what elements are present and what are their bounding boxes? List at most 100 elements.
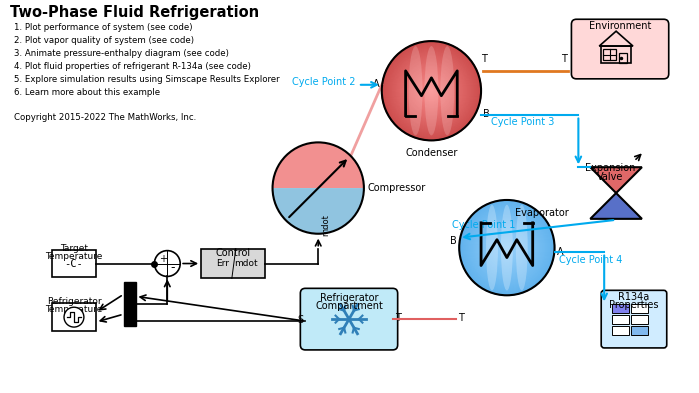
Circle shape [405,65,457,117]
Circle shape [395,54,468,127]
Text: B: B [450,236,457,246]
Circle shape [415,75,447,107]
FancyBboxPatch shape [301,288,398,350]
Circle shape [504,245,510,251]
Circle shape [398,57,465,125]
Text: Two-Phase Fluid Refrigeration: Two-Phase Fluid Refrigeration [10,6,259,20]
Circle shape [154,251,180,276]
Text: Control: Control [215,248,250,258]
Circle shape [393,52,470,129]
Circle shape [469,210,545,285]
Circle shape [398,58,464,123]
Text: 4. Plot fluid properties of refrigerant R-134a (see code): 4. Plot fluid properties of refrigerant … [15,62,251,71]
Circle shape [464,205,549,290]
Circle shape [417,77,445,105]
Circle shape [495,236,519,259]
Text: Refrigerator: Refrigerator [47,297,101,306]
Circle shape [409,68,454,114]
FancyBboxPatch shape [571,19,669,79]
Circle shape [405,64,459,118]
Bar [612,315,629,324]
Circle shape [459,200,554,295]
Text: Environment: Environment [589,21,651,31]
Circle shape [408,67,455,115]
Text: T: T [481,54,487,64]
Circle shape [412,71,452,110]
Text: Valve: Valve [597,172,624,182]
Bar [631,326,648,335]
Text: 5. Explore simulation results using Simscape Results Explorer: 5. Explore simulation results using Sims… [15,75,280,84]
Circle shape [506,247,508,249]
Text: B: B [483,108,490,119]
Text: Expansion: Expansion [585,163,635,173]
Text: Cycle Point 3: Cycle Point 3 [491,117,554,127]
Text: Cycle Point 4: Cycle Point 4 [559,255,622,264]
Circle shape [414,73,449,108]
Circle shape [466,207,547,288]
Circle shape [384,43,479,138]
Circle shape [388,47,475,134]
Text: Cycle Point 1: Cycle Point 1 [452,220,516,230]
Circle shape [415,74,448,108]
Circle shape [489,230,525,266]
Circle shape [478,219,535,276]
Circle shape [460,201,554,294]
Ellipse shape [501,205,513,290]
Bar [52,250,96,277]
Circle shape [64,307,84,327]
Text: 6. Learn more about this example: 6. Learn more about this example [15,88,161,97]
Circle shape [390,49,473,132]
Circle shape [462,203,552,292]
Circle shape [401,60,462,121]
Circle shape [403,62,460,119]
Bar [601,46,631,63]
Circle shape [463,204,551,291]
Circle shape [387,46,476,136]
Circle shape [389,48,474,134]
Text: Temperature: Temperature [45,305,103,314]
Circle shape [473,214,540,281]
Circle shape [424,83,440,99]
Bar [612,304,629,313]
Circle shape [396,55,467,127]
Circle shape [484,225,530,270]
Circle shape [490,231,524,264]
Circle shape [481,222,533,274]
Text: T: T [561,54,566,64]
Text: T: T [459,313,464,323]
Text: Refrigerator: Refrigerator [319,293,378,303]
Polygon shape [590,167,642,193]
Circle shape [475,216,539,279]
Circle shape [431,90,433,92]
Circle shape [497,238,517,257]
Text: A: A [373,79,380,89]
Text: -C-: -C- [64,259,83,268]
Text: Target: Target [60,244,88,253]
Text: R134a: R134a [619,292,649,302]
Bar [631,304,648,313]
Text: A: A [556,247,563,257]
Circle shape [386,45,477,136]
Text: S: S [297,315,303,325]
Bar [603,49,616,60]
Text: +: + [159,253,167,264]
Circle shape [421,81,441,101]
Circle shape [480,221,534,274]
Ellipse shape [516,205,528,290]
Circle shape [487,228,527,268]
Bar [201,249,265,278]
Text: Copyright 2015-2022 The MathWorks, Inc.: Copyright 2015-2022 The MathWorks, Inc. [15,113,196,121]
Text: mdot: mdot [234,259,257,268]
Circle shape [421,80,442,102]
Bar [619,53,627,63]
Circle shape [422,82,440,100]
Text: 2. Plot vapor quality of system (see code): 2. Plot vapor quality of system (see cod… [15,36,194,45]
Circle shape [485,226,528,270]
Circle shape [400,59,463,123]
Circle shape [482,223,532,272]
Wedge shape [273,142,364,188]
Ellipse shape [486,205,498,290]
Circle shape [428,87,435,95]
Circle shape [419,78,445,104]
Circle shape [407,66,456,116]
